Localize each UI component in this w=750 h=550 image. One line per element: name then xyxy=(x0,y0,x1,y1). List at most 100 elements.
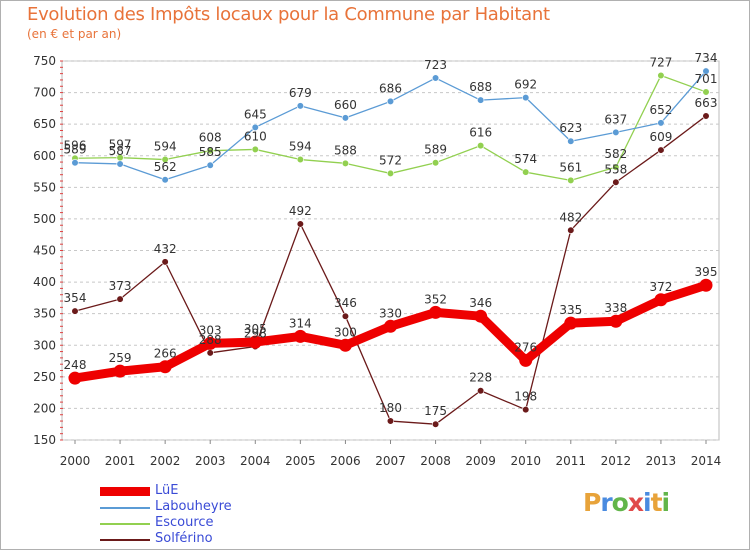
y-tick-label: 700 xyxy=(33,86,56,100)
data-label: 305 xyxy=(244,322,267,336)
data-label: 300 xyxy=(334,325,357,339)
y-tick-label: 750 xyxy=(33,54,56,68)
data-point xyxy=(522,406,530,414)
data-point xyxy=(296,220,304,228)
data-point xyxy=(431,420,440,428)
legend-swatch xyxy=(100,507,150,509)
data-label: 330 xyxy=(379,306,402,320)
data-label: 432 xyxy=(154,242,177,256)
data-label: 562 xyxy=(154,160,177,174)
data-label: 727 xyxy=(649,56,672,70)
legend-swatch xyxy=(100,539,150,541)
data-point xyxy=(203,336,217,350)
data-label: 335 xyxy=(559,303,582,317)
data-label: 372 xyxy=(649,280,672,294)
data-point xyxy=(702,88,710,96)
legend-label: Solférino xyxy=(155,531,213,546)
data-point xyxy=(386,169,395,178)
data-label: 582 xyxy=(604,147,627,161)
data-point xyxy=(429,305,443,319)
data-label: 663 xyxy=(695,96,718,110)
chart-title: Evolution des Impôts locaux pour la Comm… xyxy=(27,4,550,25)
x-tick-label: 2006 xyxy=(330,454,361,468)
data-point xyxy=(113,364,127,378)
data-label: 594 xyxy=(154,140,177,154)
data-point xyxy=(657,71,665,80)
data-point xyxy=(338,338,352,352)
data-point xyxy=(71,159,79,167)
data-label: 679 xyxy=(289,86,312,100)
data-point xyxy=(206,161,214,169)
data-label: 637 xyxy=(604,112,627,126)
data-label: 587 xyxy=(109,144,132,158)
data-point xyxy=(431,159,440,167)
data-point xyxy=(477,387,485,395)
x-tick-label: 2011 xyxy=(556,454,587,468)
data-label: 338 xyxy=(604,301,627,315)
y-tick-label: 450 xyxy=(33,244,56,258)
data-point xyxy=(699,278,713,292)
data-label: 288 xyxy=(199,333,222,347)
data-label: 588 xyxy=(334,143,357,157)
data-label: 492 xyxy=(289,204,312,218)
data-point xyxy=(386,417,395,425)
y-tick-label: 250 xyxy=(33,370,56,384)
data-point xyxy=(384,319,397,333)
data-label: 346 xyxy=(334,296,357,310)
data-label: 734 xyxy=(695,51,718,65)
data-point xyxy=(206,349,214,357)
data-label: 610 xyxy=(244,129,267,143)
data-point xyxy=(296,102,304,110)
data-point xyxy=(341,114,350,122)
data-point xyxy=(206,147,214,155)
data-label: 652 xyxy=(649,103,672,117)
data-label: 395 xyxy=(695,265,718,279)
y-tick-label: 550 xyxy=(33,180,56,194)
data-point xyxy=(161,258,169,266)
data-point xyxy=(522,94,530,102)
data-label: 558 xyxy=(604,162,627,176)
data-point xyxy=(248,335,262,349)
data-point xyxy=(567,226,575,234)
y-tick-label: 300 xyxy=(33,338,56,352)
legend-label: Escource xyxy=(155,515,214,530)
legend-label: Labouheyre xyxy=(155,499,232,514)
data-label: 303 xyxy=(199,323,222,337)
data-label: 354 xyxy=(64,291,87,305)
data-label: 596 xyxy=(64,138,87,152)
x-tick-label: 2000 xyxy=(60,454,91,468)
y-tick-label: 150 xyxy=(33,433,56,447)
x-tick-label: 2007 xyxy=(375,454,406,468)
x-tick-label: 2008 xyxy=(420,454,451,468)
data-point xyxy=(567,176,575,184)
data-label: 298 xyxy=(244,327,267,341)
data-point xyxy=(116,160,124,168)
data-point xyxy=(161,155,169,164)
data-point xyxy=(71,307,79,315)
x-tick-label: 2012 xyxy=(601,454,632,468)
data-point xyxy=(477,96,485,104)
data-label: 373 xyxy=(109,279,132,293)
data-label: 723 xyxy=(424,58,447,72)
data-point xyxy=(293,329,307,343)
data-label: 198 xyxy=(514,390,537,404)
data-label: 585 xyxy=(199,145,222,159)
data-label: 597 xyxy=(109,138,132,152)
y-tick-label: 600 xyxy=(33,149,56,163)
proxiti-logo: Proxiti xyxy=(583,488,670,517)
data-label: 692 xyxy=(514,78,537,92)
y-tick-label: 650 xyxy=(33,117,56,131)
x-tick-label: 2001 xyxy=(105,454,136,468)
data-label: 228 xyxy=(469,371,492,385)
x-tick-label: 2003 xyxy=(195,454,226,468)
data-label: 608 xyxy=(199,131,222,145)
data-label: 701 xyxy=(695,72,718,86)
y-tick-label: 350 xyxy=(33,307,56,321)
data-point xyxy=(522,168,530,176)
chart-subtitle: (en € et par an) xyxy=(27,27,122,41)
data-label: 266 xyxy=(154,347,177,361)
data-point xyxy=(341,312,350,320)
data-point xyxy=(567,137,575,145)
